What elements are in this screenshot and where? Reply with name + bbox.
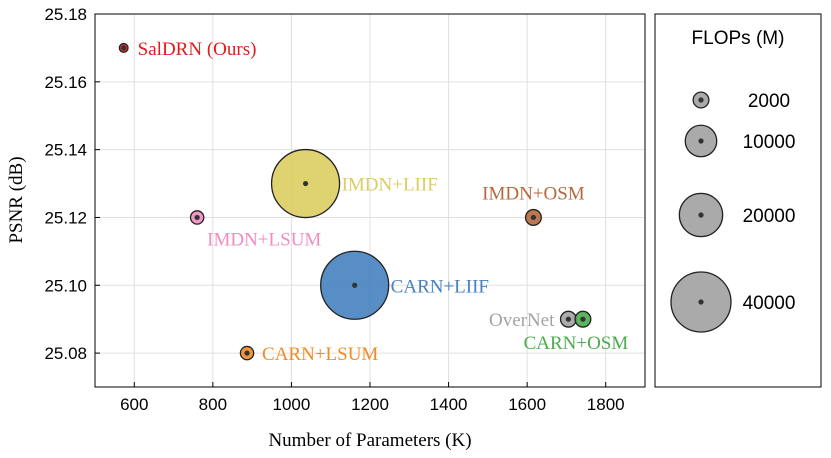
point-label: CARN+OSM — [524, 333, 629, 354]
legend-frame — [654, 13, 822, 388]
y-tick-label: 25.10 — [44, 276, 87, 295]
y-tick-label: 25.08 — [44, 344, 87, 363]
point-label: CARN+LIIF — [391, 276, 489, 297]
legend-label: 10000 — [743, 132, 796, 153]
bubble-center-dot — [352, 282, 358, 288]
point-label: IMDN+LSUM — [207, 229, 321, 250]
point-label: IMDN+OSM — [482, 183, 585, 204]
bubble-center-dot — [244, 350, 250, 356]
legend-title: FLOPs (M) — [692, 28, 785, 49]
point-label: OverNet — [489, 310, 555, 331]
x-tick-label: 1800 — [587, 395, 625, 414]
bubble-center-dot — [530, 214, 537, 221]
bubbles — [118, 42, 592, 361]
bubble-center-dot — [121, 45, 127, 51]
legend-label: 40000 — [743, 293, 796, 314]
x-tick-label: 1200 — [351, 395, 389, 414]
y-axis-title: PSNR (dB) — [6, 156, 27, 243]
x-axis-title: Number of Parameters (K) — [268, 430, 471, 451]
x-tick-label: 1400 — [430, 395, 468, 414]
y-tick-label: 25.12 — [44, 208, 87, 227]
bubble-center-dot — [194, 214, 200, 221]
y-tick-label: 25.14 — [44, 141, 87, 160]
x-tick-label: 1000 — [273, 395, 311, 414]
legend-bubble-dot — [698, 97, 704, 103]
legend-bubble-dot — [698, 299, 704, 305]
legend-label: 20000 — [743, 206, 796, 227]
y-tick-label: 25.18 — [44, 5, 87, 24]
point-label: IMDN+LIIF — [342, 175, 438, 196]
x-tick-label: 1600 — [508, 395, 546, 414]
axis-ticks: 600 800 1000 1200 1400 1600 1800 25.08 25.10 25.1… — [44, 5, 624, 414]
bubble-center-dot — [302, 180, 309, 187]
point-label: CARN+LSUM — [262, 344, 378, 365]
legend-entries: 2000 10000 20000 40000 — [670, 91, 796, 333]
bubble-center-dot — [580, 316, 586, 322]
bubble-center-dot — [565, 316, 571, 322]
x-tick-label: 600 — [120, 395, 148, 414]
y-tick-label: 25.16 — [44, 73, 87, 92]
x-tick-label: 800 — [199, 395, 227, 414]
point-labels: SalDRN (Ours) IMDN+LIIF IMDN+LSUM IMDN+OSM C… — [138, 39, 629, 365]
legend-bubble-dot — [698, 212, 704, 218]
point-label: SalDRN (Ours) — [138, 39, 257, 60]
legend-bubble-dot — [698, 138, 704, 144]
legend-label: 2000 — [748, 91, 790, 112]
